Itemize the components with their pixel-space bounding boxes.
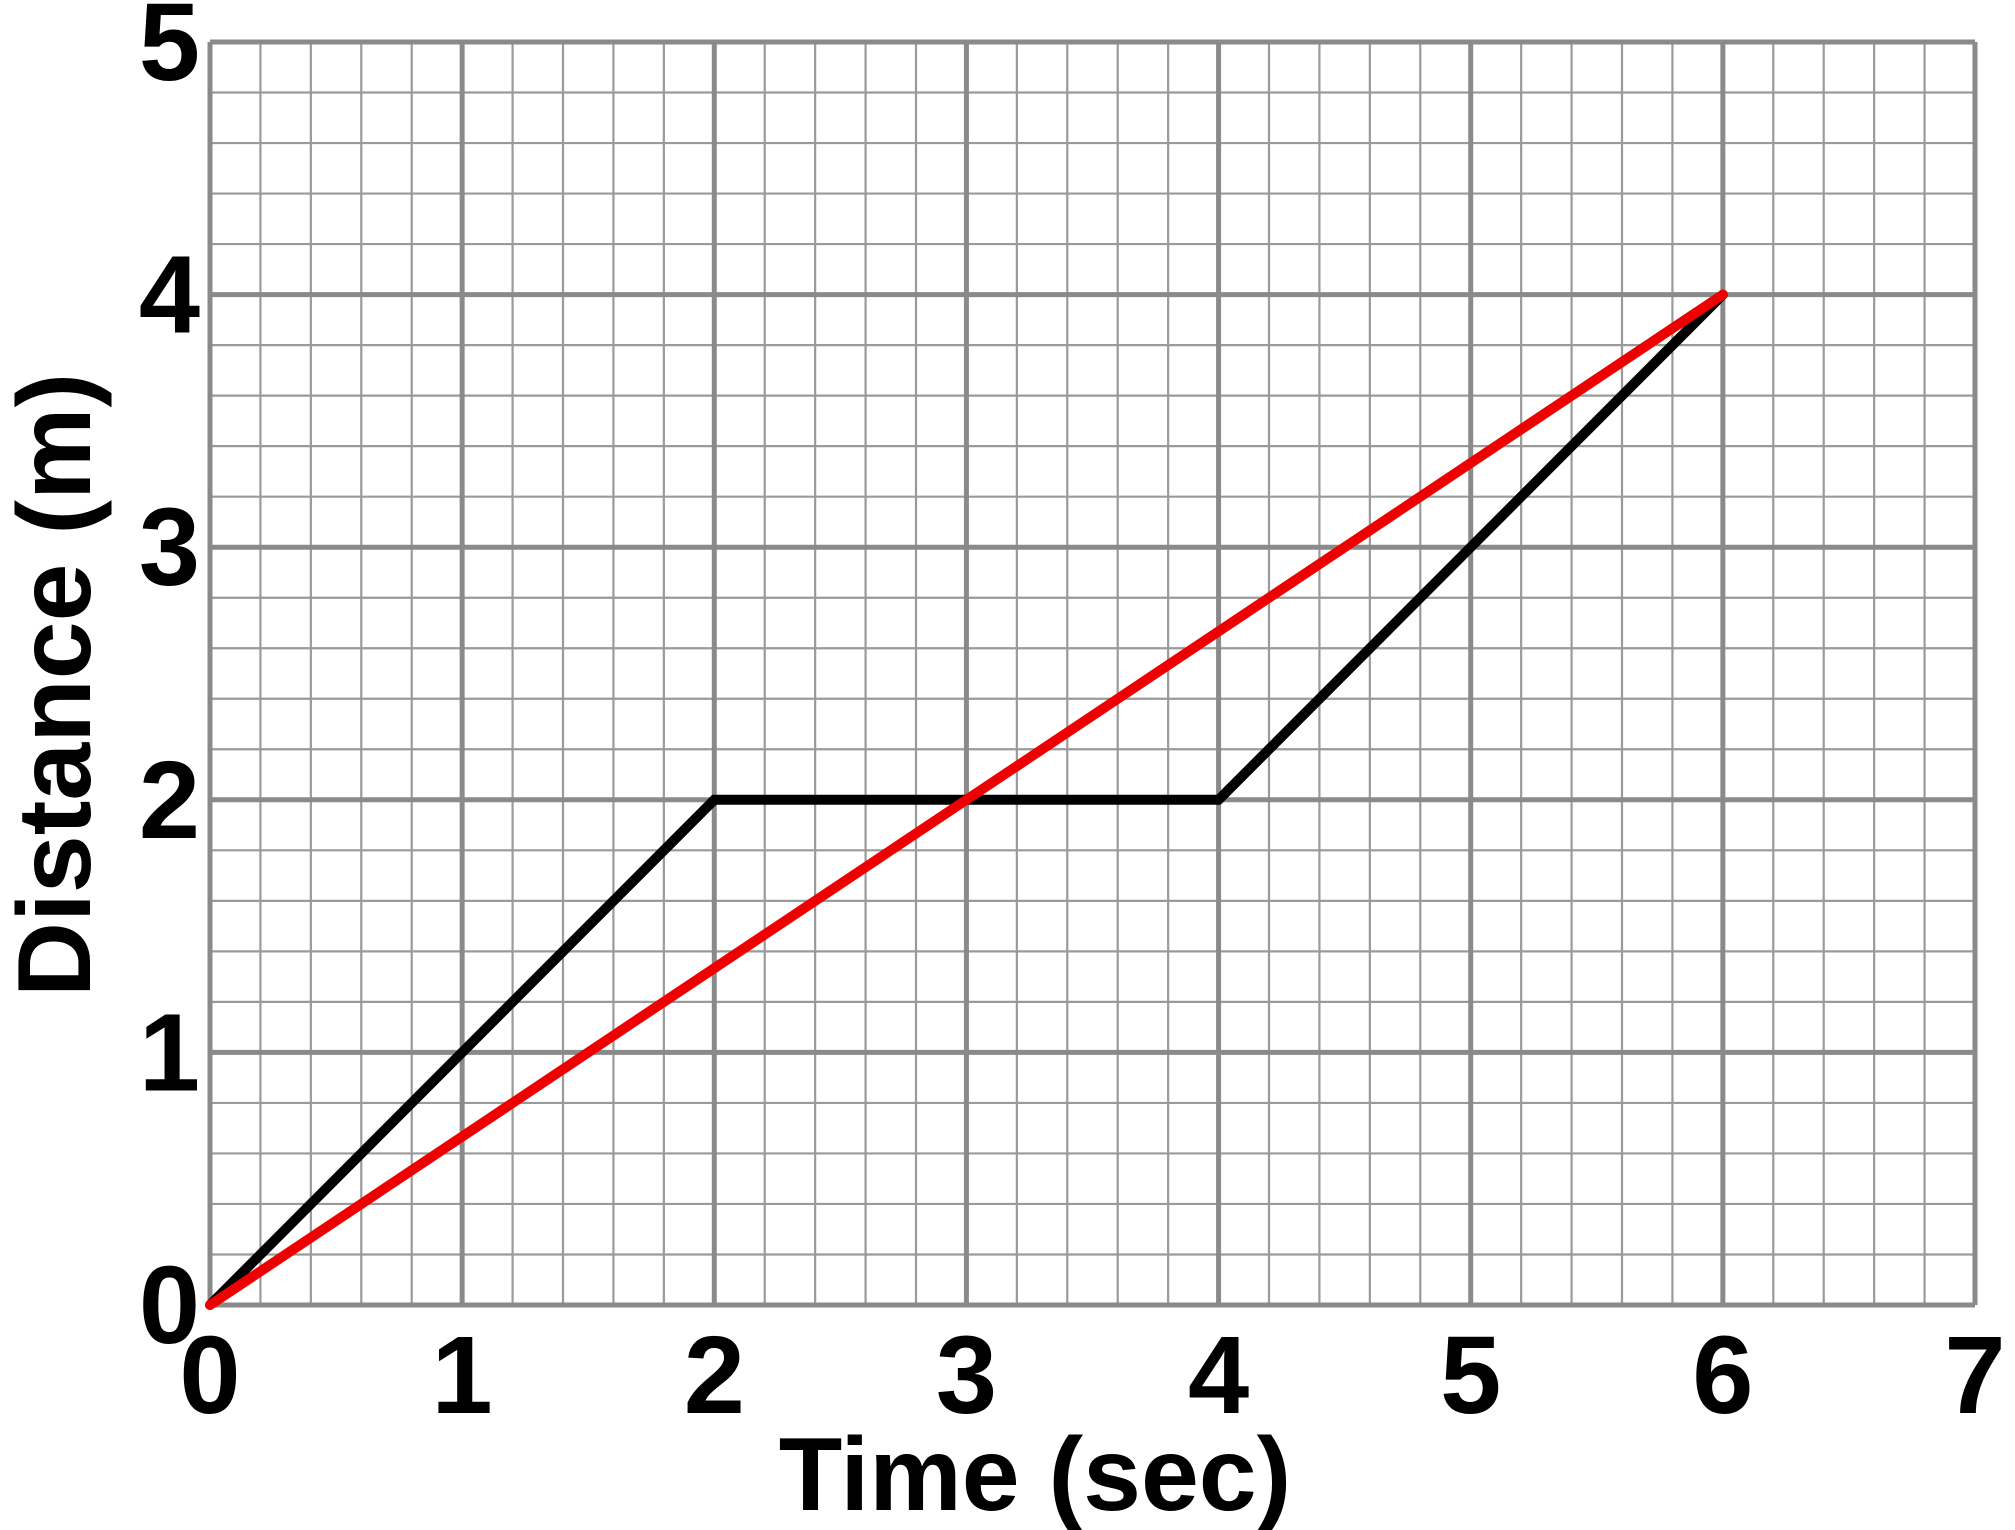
x-tick-label: 4 <box>1188 1314 1249 1437</box>
series-layer <box>205 289 1728 1310</box>
major-grid <box>207 39 1978 1308</box>
x-axis-title: Time (sec) <box>779 1417 1292 1530</box>
x-tick-label: 6 <box>1692 1314 1753 1437</box>
x-tick-label: 0 <box>179 1314 240 1437</box>
y-tick-label: 5 <box>139 0 200 104</box>
x-tick-label: 5 <box>1440 1314 1501 1437</box>
x-tick-label: 7 <box>1944 1314 2005 1437</box>
y-tick-label: 3 <box>139 486 200 609</box>
y-tick-label: 2 <box>139 739 200 862</box>
series-line-2 <box>205 289 1728 1310</box>
y-axis-title: Distance (m) <box>0 373 113 997</box>
y-tick-label: 0 <box>139 1244 200 1367</box>
x-tick-label: 2 <box>684 1314 745 1437</box>
x-tick-label: 1 <box>432 1314 493 1437</box>
y-tick-label: 4 <box>139 234 200 357</box>
minor-grid <box>210 42 1975 1305</box>
y-tick-label: 1 <box>139 991 200 1114</box>
x-tick-label: 3 <box>936 1314 997 1437</box>
tick-labels: 0 1 2 3 4 5 6 7 0 1 2 3 4 5 <box>139 0 2006 1437</box>
